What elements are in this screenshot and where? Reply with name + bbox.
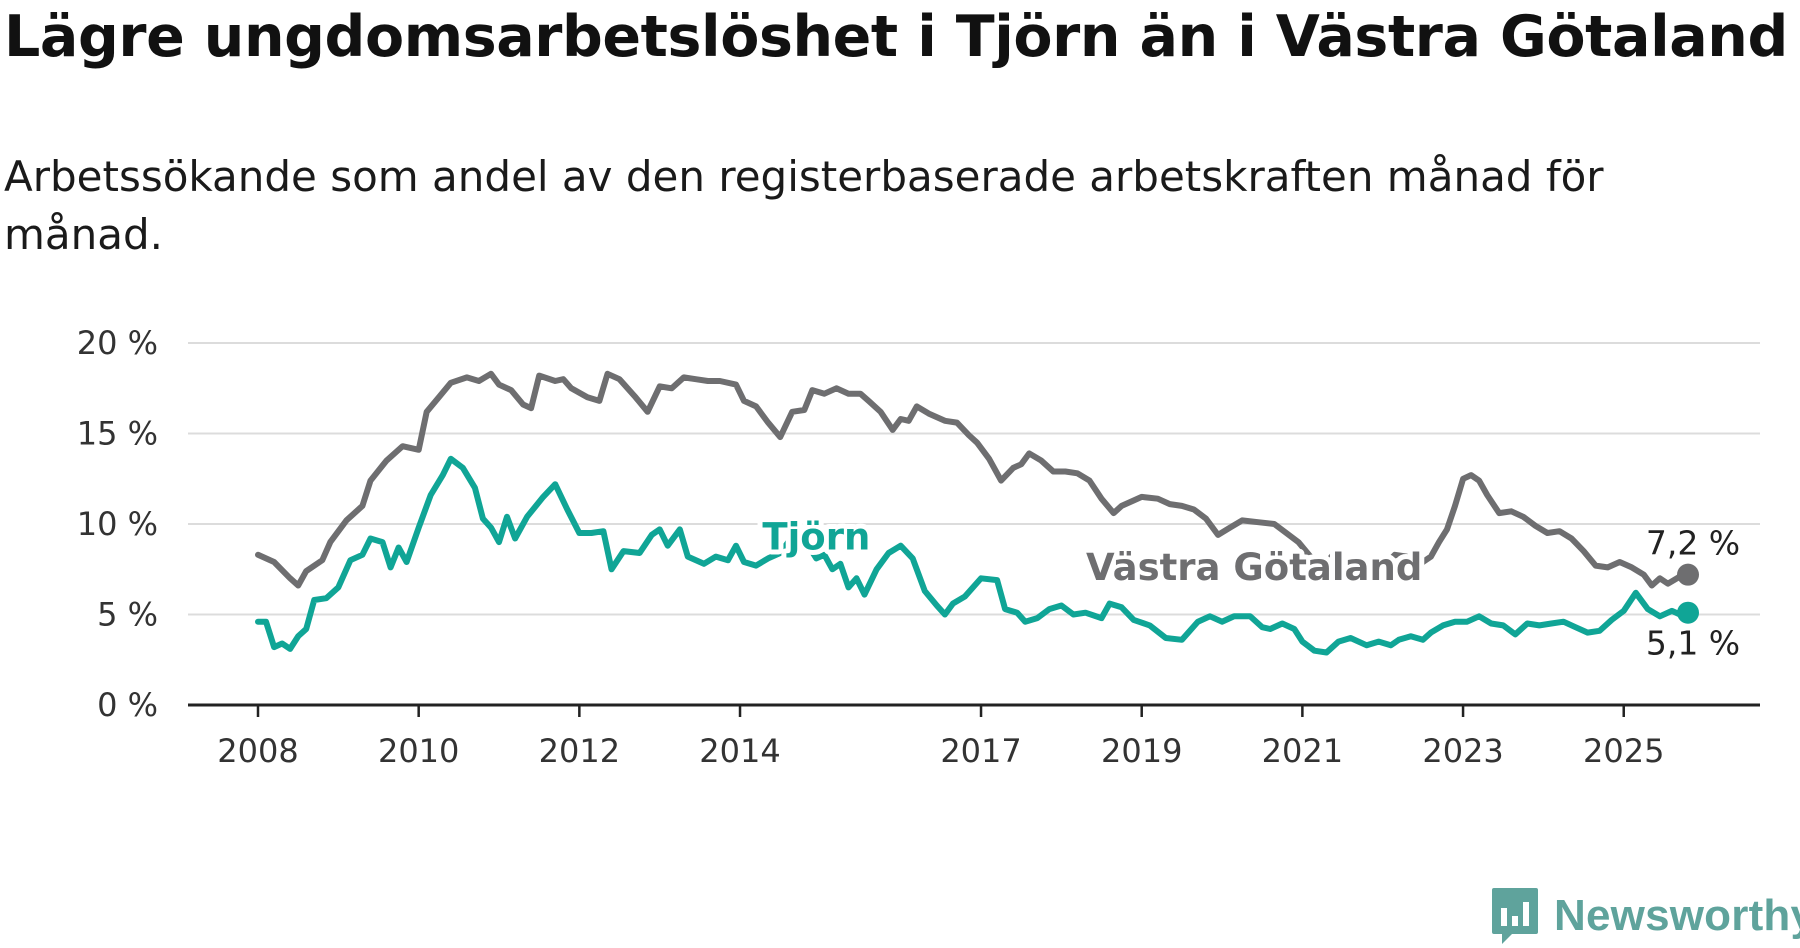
x-tick-label: 2017 (940, 732, 1021, 770)
newsworthy-logo-icon (1492, 888, 1538, 944)
x-tick-label: 2021 (1262, 732, 1343, 770)
x-tick-label: 2012 (539, 732, 620, 770)
series-name-label-tj-rn: Tjörn (762, 515, 870, 558)
series-line-v-stra-g-taland (255, 370, 1691, 589)
y-tick-label: 10 % (77, 505, 158, 543)
series-name-label-v-stra-g-taland: Västra Götaland (1086, 546, 1422, 589)
y-tick-label: 5 % (97, 596, 158, 634)
chart-subtitle: Arbetssökande som andel av den registerb… (4, 152, 1604, 259)
x-tick-label: 2010 (378, 732, 459, 770)
y-tick-label: 20 % (77, 324, 158, 362)
series-end-point-v-stra-g-taland (1677, 563, 1699, 586)
series-end-value-v-stra-g-taland: 7,2 % (1646, 524, 1740, 563)
chart-title: Lägre ungdomsarbetslöshet i Tjörn än i V… (4, 4, 1788, 70)
series-end-point-tj-rn (1677, 601, 1699, 624)
y-tick-label: 15 % (77, 415, 158, 453)
series-end-value-tj-rn: 5,1 % (1646, 624, 1740, 663)
series-line-tj-rn (255, 455, 1691, 656)
x-tick-label: 2025 (1583, 732, 1664, 770)
x-axis-ticks: 2008 2010 2012 2014 2017 2019 2021 2023 2025 (217, 705, 1664, 770)
newsworthy-logo-text: Newsworthy (1554, 891, 1800, 940)
y-tick-label: 0 % (97, 686, 158, 724)
x-tick-label: 2019 (1101, 732, 1182, 770)
x-tick-label: 2023 (1422, 732, 1503, 770)
x-tick-label: 2014 (699, 732, 780, 770)
grid-lines (188, 342, 1760, 707)
series-lines (255, 370, 1699, 656)
series-labels: Tjörn Västra Götaland 7,2 % 5,1 % (757, 510, 1744, 666)
x-tick-label: 2008 (217, 732, 298, 770)
newsworthy-logo: Newsworthy (1490, 886, 1800, 946)
y-axis-ticks: 0 % 5 % 10 % 15 % 20 % (77, 324, 158, 724)
